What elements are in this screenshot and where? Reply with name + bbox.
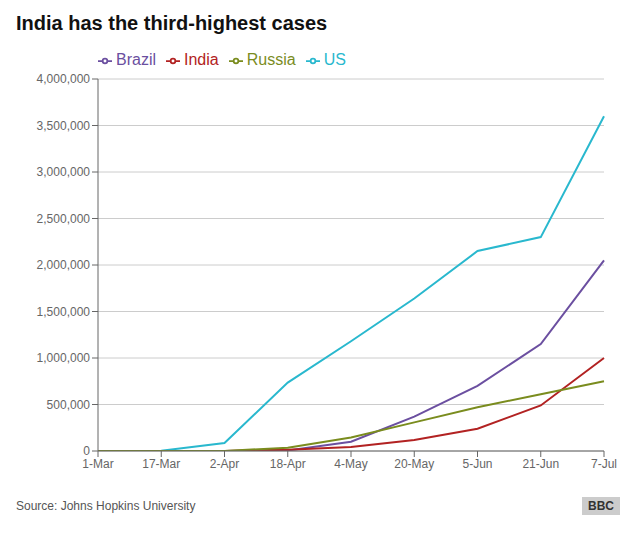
svg-text:3,000,000: 3,000,000 — [37, 165, 91, 179]
svg-text:4,000,000: 4,000,000 — [37, 72, 91, 86]
html-text:US: US — [323, 51, 346, 68]
html-text:India: India — [184, 51, 219, 68]
svg-text:4-May: 4-May — [334, 457, 367, 471]
svg-text:2-Apr: 2-Apr — [210, 457, 239, 471]
html-text:BBC: BBC — [588, 499, 614, 513]
html-text:India has the third-highest ca: India has the third-highest cases — [16, 12, 328, 34]
svg-text:2,000,000: 2,000,000 — [37, 258, 91, 272]
svg-text:20-May: 20-May — [394, 457, 434, 471]
svg-text:0: 0 — [83, 444, 90, 458]
svg-text:500,000: 500,000 — [47, 398, 91, 412]
svg-text:1-Mar: 1-Mar — [82, 457, 113, 471]
html-text:Source: Johns Hopkins Universi: Source: Johns Hopkins University — [16, 499, 196, 513]
svg-text:17-Mar: 17-Mar — [142, 457, 180, 471]
svg-text:18-Apr: 18-Apr — [270, 457, 306, 471]
svg-text:2,500,000: 2,500,000 — [37, 212, 91, 226]
html-text:Brazil: Brazil — [116, 51, 156, 68]
svg-text:5-Jun: 5-Jun — [462, 457, 492, 471]
svg-text:7-Jul: 7-Jul — [591, 457, 617, 471]
html-text:Russia: Russia — [246, 51, 296, 68]
svg-text:1,500,000: 1,500,000 — [37, 305, 91, 319]
svg-text:21-Jun: 21-Jun — [522, 457, 559, 471]
svg-text:3,500,000: 3,500,000 — [37, 119, 91, 133]
svg-text:1,000,000: 1,000,000 — [37, 351, 91, 365]
